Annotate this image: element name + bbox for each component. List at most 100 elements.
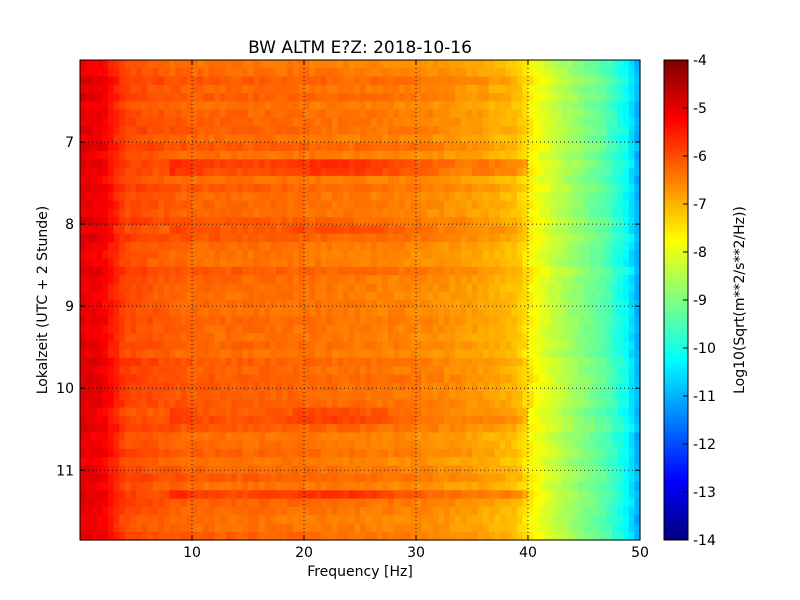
heatmap-cell xyxy=(220,266,227,276)
heatmap-cell xyxy=(505,101,512,111)
heatmap-cell xyxy=(108,225,115,235)
heatmap-cell xyxy=(102,151,109,160)
heatmap-cell xyxy=(231,109,238,119)
heatmap-cell xyxy=(264,68,271,78)
heatmap-cell xyxy=(595,465,602,475)
heatmap-cell xyxy=(427,68,434,78)
heatmap-cell xyxy=(572,341,579,351)
heatmap-cell xyxy=(164,448,171,458)
heatmap-cell xyxy=(158,208,165,218)
heatmap-cell xyxy=(416,275,423,285)
heatmap-cell xyxy=(466,357,473,367)
heatmap-cell xyxy=(80,349,87,359)
heatmap-cell xyxy=(438,457,445,467)
heatmap-cell xyxy=(80,291,87,301)
heatmap-cell xyxy=(522,283,529,293)
heatmap-cell xyxy=(248,192,255,202)
heatmap-cell xyxy=(399,93,406,102)
heatmap-cell xyxy=(248,357,255,367)
heatmap-cell xyxy=(264,465,271,475)
heatmap-cell xyxy=(281,117,288,127)
heatmap-cell xyxy=(253,76,260,86)
heatmap-cell xyxy=(130,266,137,276)
heatmap-cell xyxy=(175,142,182,152)
heatmap-cell xyxy=(544,134,551,144)
heatmap-cell xyxy=(276,93,283,102)
heatmap-cell xyxy=(354,457,361,467)
heatmap-cell xyxy=(214,465,221,475)
heatmap-cell xyxy=(511,349,518,359)
heatmap-cell xyxy=(483,465,490,475)
heatmap-cell xyxy=(343,457,350,467)
heatmap-cell xyxy=(404,324,411,334)
heatmap-cell xyxy=(410,465,417,475)
heatmap-cell xyxy=(466,291,473,301)
heatmap-cell xyxy=(561,142,568,152)
heatmap-cell xyxy=(264,324,271,334)
heatmap-cell xyxy=(108,109,115,119)
heatmap-cell xyxy=(119,258,126,268)
heatmap-cell xyxy=(147,134,154,144)
heatmap-cell xyxy=(494,374,501,384)
heatmap-cell xyxy=(371,117,378,127)
heatmap-cell xyxy=(320,341,327,351)
heatmap-cell xyxy=(628,258,635,268)
heatmap-cell xyxy=(102,159,109,169)
heatmap-cell xyxy=(259,366,266,376)
heatmap-cell xyxy=(371,391,378,400)
heatmap-cell xyxy=(287,399,294,409)
heatmap-cell xyxy=(208,126,215,136)
heatmap-cell xyxy=(376,84,383,94)
heatmap-cell xyxy=(315,208,322,218)
heatmap-cell xyxy=(399,399,406,409)
heatmap-cell xyxy=(416,465,423,475)
heatmap-cell xyxy=(399,415,406,425)
heatmap-cell xyxy=(438,142,445,152)
heatmap-cell xyxy=(214,101,221,111)
heatmap-cell xyxy=(119,316,126,326)
heatmap-cell xyxy=(617,84,624,94)
heatmap-cell xyxy=(169,457,176,467)
heatmap-cell xyxy=(152,424,159,434)
heatmap-cell xyxy=(595,357,602,367)
heatmap-cell xyxy=(466,217,473,227)
heatmap-cell xyxy=(231,84,238,94)
heatmap-cell xyxy=(348,357,355,367)
heatmap-cell xyxy=(180,391,187,400)
heatmap-cell xyxy=(500,233,507,243)
heatmap-cell xyxy=(175,76,182,86)
heatmap-cell xyxy=(449,142,456,152)
heatmap-cell xyxy=(164,101,171,111)
heatmap-cell xyxy=(421,333,428,342)
heatmap-cell xyxy=(309,399,316,409)
heatmap-cell xyxy=(113,448,120,458)
heatmap-cell xyxy=(264,399,271,409)
heatmap-cell xyxy=(332,192,339,202)
heatmap-cell xyxy=(343,142,350,152)
heatmap-cell xyxy=(623,266,630,276)
heatmap-cell xyxy=(180,68,187,78)
heatmap-cell xyxy=(186,308,193,318)
heatmap-cell xyxy=(432,275,439,285)
heatmap-cell xyxy=(449,300,456,309)
heatmap-cell xyxy=(214,357,221,367)
heatmap-cell xyxy=(186,382,193,392)
heatmap-cell xyxy=(236,448,243,458)
heatmap-cell xyxy=(292,159,299,169)
heatmap-cell xyxy=(102,200,109,210)
heatmap-cell xyxy=(589,200,596,210)
heatmap-cell xyxy=(236,300,243,309)
heatmap-cell xyxy=(505,424,512,434)
heatmap-cell xyxy=(348,242,355,251)
heatmap-cell xyxy=(203,250,210,260)
heatmap-cell xyxy=(393,415,400,425)
heatmap-cell xyxy=(612,142,619,152)
heatmap-cell xyxy=(539,200,546,210)
heatmap-cell xyxy=(382,308,389,318)
heatmap-cell xyxy=(91,167,98,177)
heatmap-cell xyxy=(438,225,445,235)
heatmap-cell xyxy=(124,76,131,86)
heatmap-cell xyxy=(477,242,484,251)
heatmap-cell xyxy=(320,283,327,293)
heatmap-cell xyxy=(102,76,109,86)
